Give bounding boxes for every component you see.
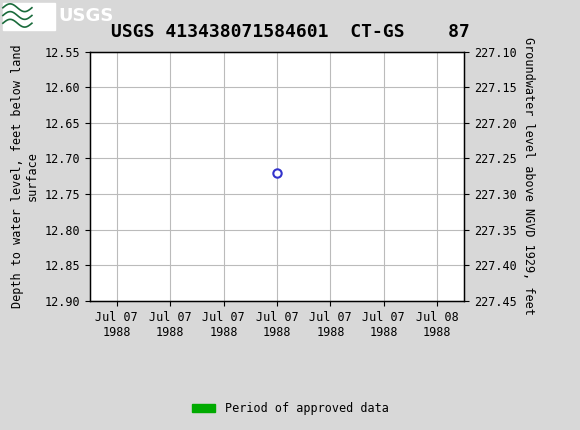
Legend: Period of approved data: Period of approved data	[187, 397, 393, 420]
Y-axis label: Depth to water level, feet below land
surface: Depth to water level, feet below land su…	[11, 44, 39, 308]
Text: USGS: USGS	[58, 7, 113, 25]
Y-axis label: Groundwater level above NGVD 1929, feet: Groundwater level above NGVD 1929, feet	[522, 37, 535, 315]
Bar	[3, 3, 55, 30]
Text: USGS 413438071584601  CT-GS    87: USGS 413438071584601 CT-GS 87	[111, 23, 469, 41]
